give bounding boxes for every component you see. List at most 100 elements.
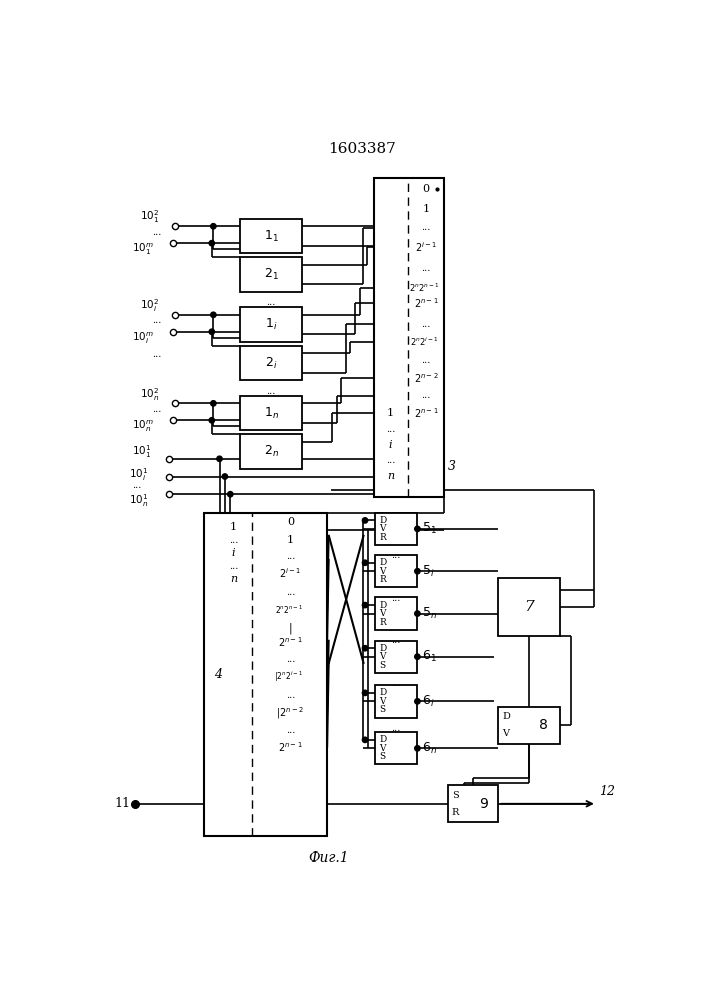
Bar	[448, 785, 498, 822]
Circle shape	[362, 518, 368, 523]
Bar	[240, 307, 302, 342]
Text: $2^{n-1}$: $2^{n-1}$	[278, 635, 303, 649]
Text: 1: 1	[422, 204, 429, 214]
Text: V: V	[380, 697, 386, 706]
Text: $2_n$: $2_n$	[264, 444, 279, 459]
Circle shape	[209, 329, 214, 334]
Text: Фиг.1: Фиг.1	[308, 851, 349, 865]
Text: ...: ...	[386, 425, 395, 434]
Text: D: D	[379, 688, 386, 697]
Bar	[373, 178, 444, 497]
Text: 12: 12	[600, 785, 616, 798]
Text: $2_i$: $2_i$	[265, 356, 277, 371]
Text: $6_n$: $6_n$	[422, 741, 437, 756]
Text: n: n	[230, 574, 237, 584]
Text: $9$: $9$	[479, 797, 489, 811]
Circle shape	[415, 654, 420, 659]
Circle shape	[222, 474, 228, 479]
Text: ...: ...	[421, 391, 431, 400]
Text: 1603387: 1603387	[328, 142, 396, 156]
Circle shape	[415, 699, 420, 704]
Text: ...: ...	[421, 320, 431, 329]
Text: $10^m_n$: $10^m_n$	[132, 419, 154, 434]
Bar	[375, 513, 417, 545]
Text: V: V	[380, 567, 386, 576]
Text: ...: ...	[286, 552, 295, 561]
Text: $2^n2^{i-1}$: $2^n2^{i-1}$	[410, 336, 439, 348]
Text: ...: ...	[132, 481, 142, 490]
Text: ...: ...	[391, 679, 401, 688]
Text: D: D	[379, 735, 386, 744]
Bar	[375, 641, 417, 673]
Text: $8$: $8$	[538, 718, 548, 732]
Text: $1_i$: $1_i$	[265, 317, 277, 332]
Text: $2^{n-1}$: $2^{n-1}$	[414, 296, 438, 310]
Text: D: D	[379, 644, 386, 653]
Text: $2^n2^{n-1}$: $2^n2^{n-1}$	[274, 604, 303, 616]
Text: S: S	[380, 705, 386, 714]
Circle shape	[415, 569, 420, 574]
Text: ...: ...	[267, 387, 276, 396]
Text: ...: ...	[421, 356, 431, 365]
Bar	[240, 257, 302, 292]
Text: $6_1$: $6_1$	[422, 649, 437, 664]
Text: ...: ...	[421, 223, 431, 232]
Circle shape	[415, 611, 420, 616]
Circle shape	[362, 602, 368, 608]
Circle shape	[362, 737, 368, 743]
Text: D: D	[379, 601, 386, 610]
Circle shape	[211, 312, 216, 318]
Text: $10^2_n$: $10^2_n$	[140, 386, 160, 403]
Text: D: D	[379, 516, 386, 525]
Text: ...: ...	[152, 228, 161, 237]
Text: $10^m_i$: $10^m_i$	[132, 330, 154, 346]
Text: $10^1_i$: $10^1_i$	[129, 467, 148, 483]
Text: |: |	[288, 622, 292, 634]
Bar	[498, 707, 560, 744]
Text: 0: 0	[422, 184, 429, 194]
Circle shape	[415, 526, 420, 532]
Text: $2_1$: $2_1$	[264, 267, 279, 282]
Bar	[204, 513, 327, 836]
Circle shape	[362, 690, 368, 696]
Text: $5_n$: $5_n$	[422, 606, 437, 621]
Text: R: R	[380, 618, 386, 627]
Text: ...: ...	[421, 264, 431, 273]
Text: n: n	[387, 471, 394, 481]
Text: $2^{i-1}$: $2^{i-1}$	[279, 566, 301, 580]
Text: ...: ...	[152, 316, 161, 325]
Text: 1: 1	[230, 522, 237, 532]
Circle shape	[415, 746, 420, 751]
Circle shape	[228, 492, 233, 497]
Text: $10^2_i$: $10^2_i$	[140, 297, 159, 314]
Text: ...: ...	[286, 654, 295, 664]
Text: 4: 4	[214, 668, 222, 681]
Text: $5_i$: $5_i$	[422, 564, 435, 579]
Text: ...: ...	[286, 726, 295, 735]
Text: 7: 7	[524, 600, 534, 614]
Circle shape	[211, 401, 216, 406]
Bar	[375, 555, 417, 587]
Text: $1_n$: $1_n$	[264, 406, 279, 421]
Text: $2^{n-1}$: $2^{n-1}$	[278, 741, 303, 754]
Text: D: D	[502, 712, 510, 721]
Text: ...: ...	[267, 298, 276, 307]
Bar	[375, 597, 417, 630]
Text: ...: ...	[286, 588, 295, 597]
Text: D: D	[379, 558, 386, 567]
Text: $2^{i-1}$: $2^{i-1}$	[415, 240, 437, 254]
Text: ...: ...	[286, 691, 295, 700]
Text: ...: ...	[152, 350, 161, 359]
Bar	[240, 396, 302, 430]
Text: $2^{n-1}$: $2^{n-1}$	[414, 406, 438, 420]
Text: $|2^n2^{i-1}$: $|2^n2^{i-1}$	[274, 670, 303, 684]
Text: ...: ...	[228, 562, 238, 571]
Bar	[375, 732, 417, 764]
Text: R: R	[380, 575, 386, 584]
Circle shape	[209, 418, 214, 423]
Text: 0: 0	[287, 517, 294, 527]
Circle shape	[209, 241, 214, 246]
Text: V: V	[380, 744, 386, 753]
Text: ...: ...	[391, 551, 401, 560]
Circle shape	[217, 456, 222, 461]
